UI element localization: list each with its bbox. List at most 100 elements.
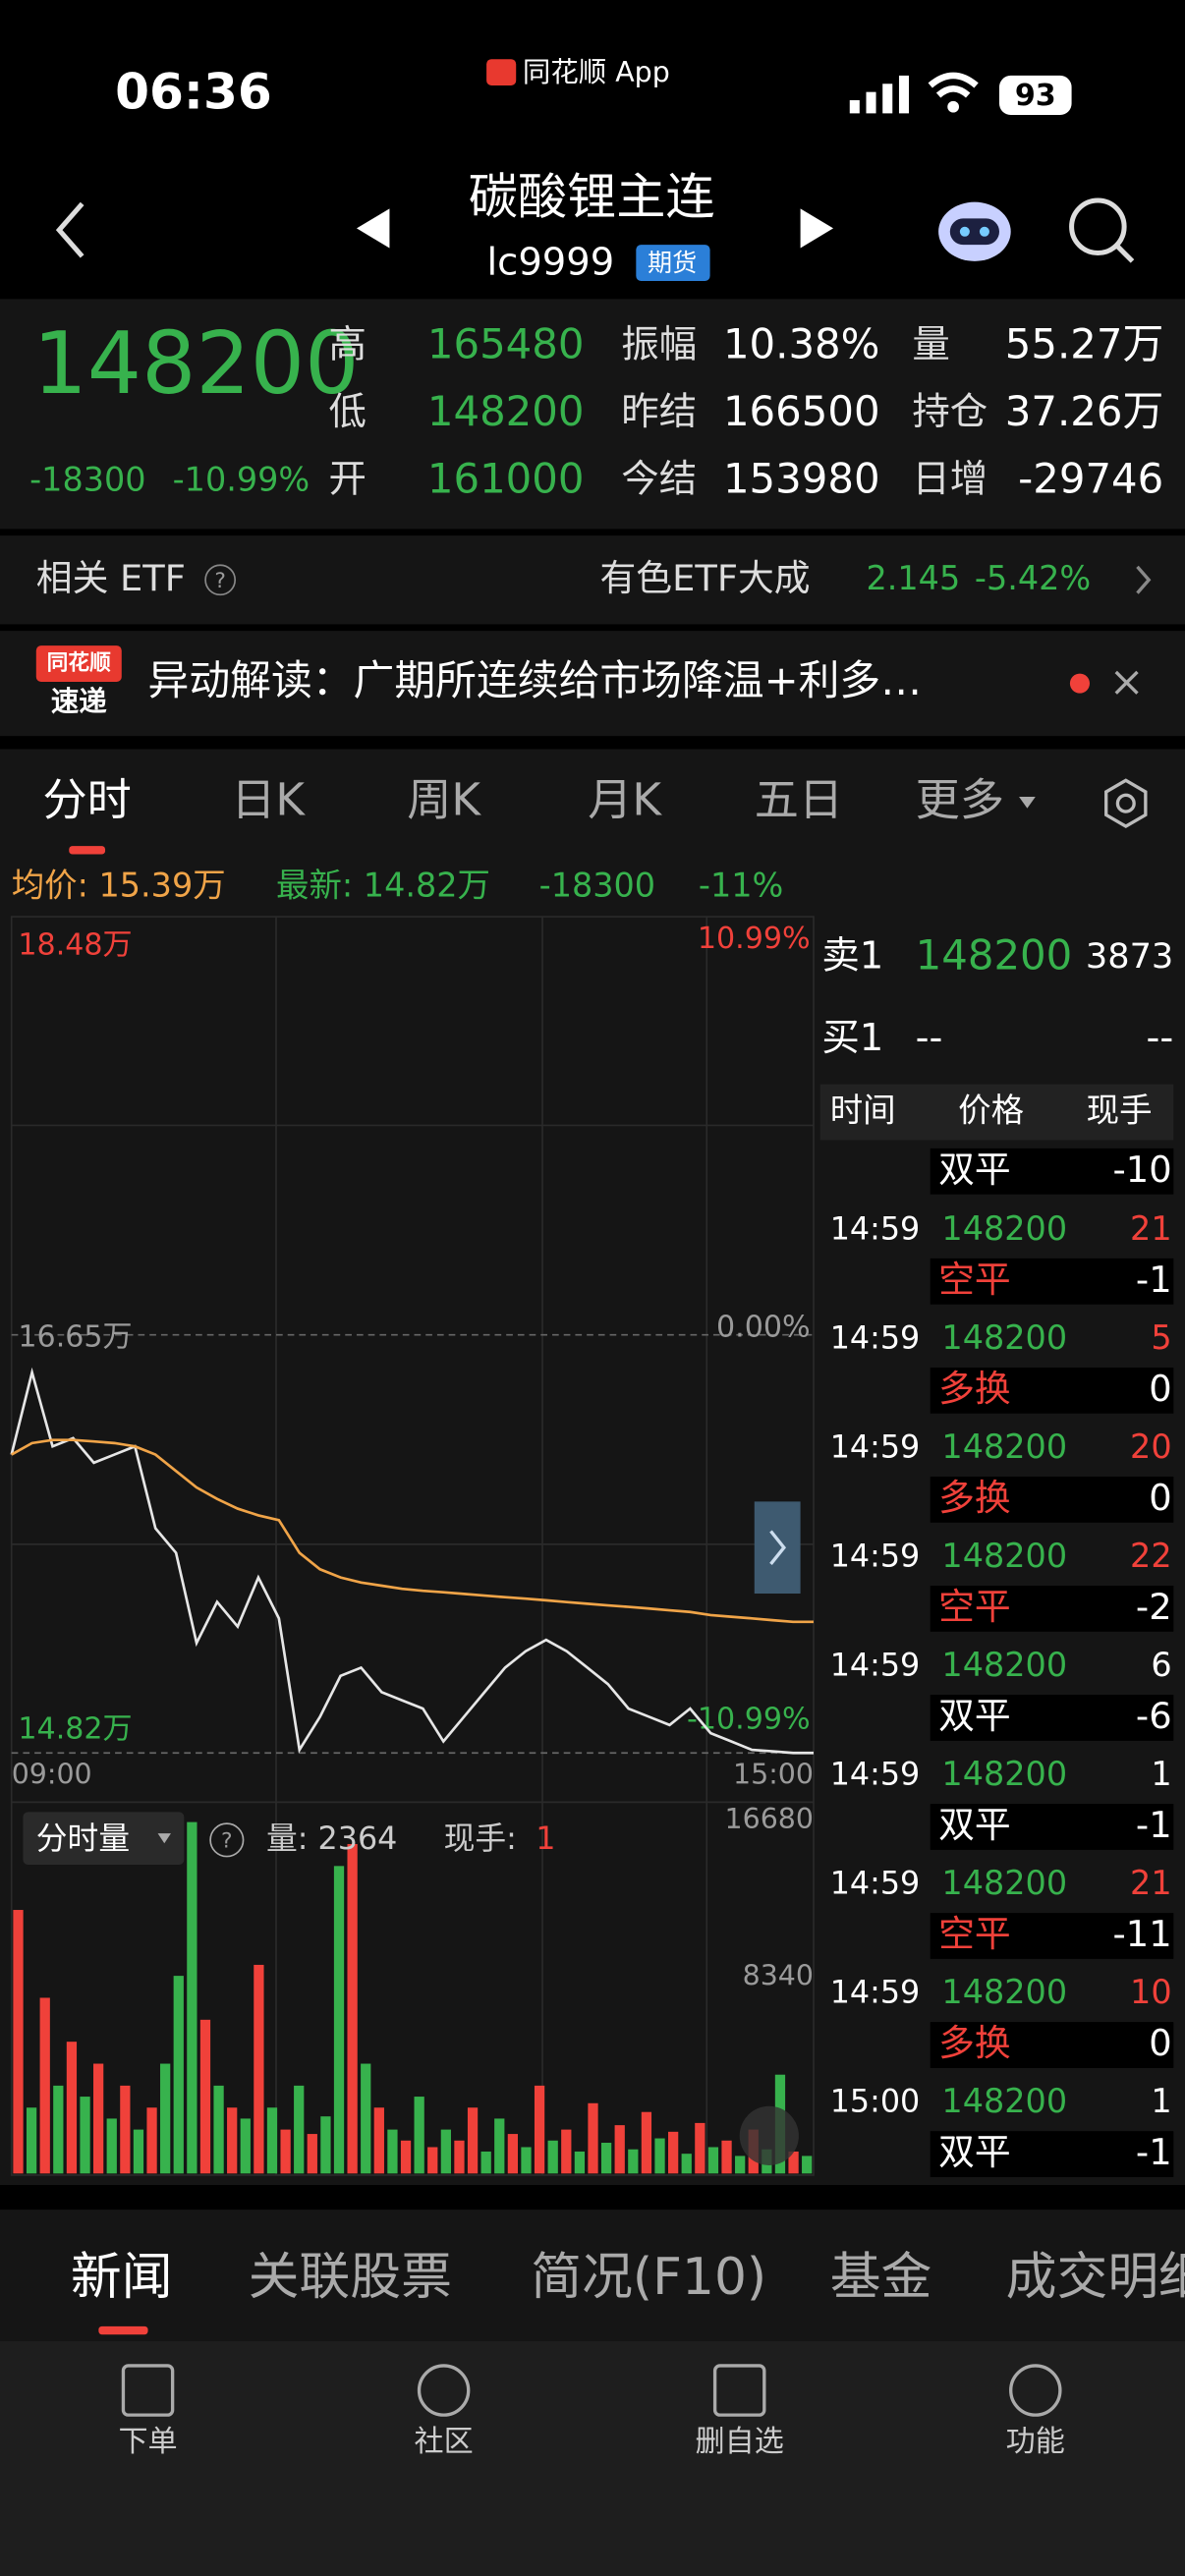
volume-bar [294, 2085, 305, 2174]
tool-label[interactable]: 社区 [415, 2425, 474, 2459]
fullscreen[interactable] [739, 2105, 799, 2165]
tool-icon [1009, 2364, 1062, 2417]
news-icon [35, 645, 122, 682]
tab-caret [1019, 797, 1036, 809]
trade-type: 多换 [938, 1477, 1011, 1519]
tab[interactable]: 分时 [42, 774, 131, 826]
volume-bar [307, 2134, 317, 2174]
etf-name: 有色ETF大成 [600, 557, 811, 599]
bottom-tab[interactable]: 新闻 [71, 2248, 173, 2307]
caret [157, 1833, 171, 1844]
volume-bar [187, 1821, 198, 2174]
selector-bg[interactable] [23, 1812, 185, 1865]
type-bg [930, 1367, 1174, 1414]
battery [998, 75, 1072, 116]
volume-bar [26, 2107, 37, 2174]
next[interactable] [800, 208, 834, 249]
volume-bar [333, 1866, 345, 2174]
expand[interactable] [754, 1501, 801, 1595]
code: lc9999 [486, 241, 614, 285]
news-indicator [98, 2325, 148, 2335]
tab[interactable]: 月K [588, 774, 662, 826]
prev[interactable] [356, 208, 390, 249]
trade-type: 双平 [938, 1804, 1011, 1846]
trade-type-qty: 0 [1149, 1368, 1171, 1410]
price-chart: 18.48万 16.65万 14.82万 10.99% 0.00% -10.99% 1668… [10, 916, 815, 2176]
tool-label[interactable]: 删自选 [696, 2425, 784, 2459]
volume-bar [588, 2102, 598, 2174]
volume-bar [440, 2129, 451, 2174]
field-label: 日增 [912, 457, 988, 501]
trade-price: 148200 [941, 1209, 1067, 1248]
price-line [10, 1367, 814, 1755]
info-pct: -11% [699, 866, 783, 904]
bottom-tab[interactable]: 成交明细 [1006, 2248, 1185, 2307]
help[interactable] [204, 564, 237, 596]
trade-price: 148200 [941, 1973, 1067, 2011]
vol-help[interactable] [209, 1822, 245, 1858]
trade-price: 148200 [941, 1864, 1067, 1902]
buy-qty: -- [1147, 1016, 1174, 1060]
trade-price: 148200 [941, 1646, 1067, 1684]
field-label: 振幅 [621, 322, 697, 366]
trade-time: 14:59 [830, 1867, 921, 1902]
tab[interactable]: 周K [407, 774, 481, 826]
volume-bar [173, 1976, 184, 2174]
close[interactable] [1114, 670, 1139, 695]
avg: 均价: 15.39万 [12, 866, 226, 904]
trade-type: 多换 [938, 1368, 1011, 1410]
toolbar [0, 2340, 1185, 2576]
field-label: 低 [329, 390, 367, 434]
etf-panel[interactable] [0, 535, 1185, 625]
trade-type-qty: -1 [1136, 2131, 1172, 2173]
bottom-tab[interactable]: 基金 [830, 2248, 932, 2307]
bottom-tab[interactable]: 简况(F10) [531, 2248, 766, 2307]
tab[interactable]: 更多 [916, 774, 1004, 826]
volume-bar [106, 2118, 117, 2174]
tab-indicator [69, 846, 106, 855]
trade-type: 双平 [938, 1695, 1011, 1737]
tool-icon [417, 2364, 471, 2417]
news-panel[interactable] [0, 631, 1185, 737]
assistant[interactable] [938, 201, 1011, 261]
volume-bar [494, 2118, 505, 2174]
y-tick-label: 16.65万 [18, 1320, 132, 1355]
trade-qty: 1 [1151, 1755, 1171, 1793]
trade-time: 14:59 [830, 1976, 921, 2011]
bottom-tabs [0, 2210, 1185, 2341]
sell-qty: 3873 [1086, 936, 1173, 977]
settings[interactable] [1104, 778, 1148, 829]
sell-label: 卖1 [821, 933, 883, 978]
news-text[interactable]: 异动解读：广期所连续给市场降温+利多… [148, 656, 922, 704]
field-label: 开 [329, 457, 367, 501]
volume-bar [480, 2151, 491, 2174]
bottom-tab[interactable]: 关联股票 [249, 2248, 452, 2307]
expand-arrow [769, 1530, 787, 1565]
trade-qty: 1 [1151, 2082, 1171, 2120]
field-value: 10.38% [723, 319, 879, 367]
trade-qty: 6 [1151, 1646, 1171, 1684]
chevron [1136, 565, 1152, 594]
tool-label[interactable]: 功能 [1006, 2425, 1065, 2459]
signal [849, 75, 909, 114]
tab[interactable]: 五日 [755, 774, 843, 826]
trade-qty: 21 [1130, 1864, 1172, 1902]
book-header: 价格 [958, 1092, 1024, 1130]
tab[interactable]: 日K [231, 774, 306, 826]
tool-label[interactable]: 下单 [118, 2425, 177, 2459]
trade-qty: 22 [1130, 1537, 1172, 1575]
volume-bar [427, 2147, 438, 2174]
x-label: 09:00 [12, 1759, 92, 1791]
search[interactable] [1069, 197, 1135, 263]
field-label: 昨结 [621, 390, 697, 434]
volume-bar [227, 2107, 238, 2174]
y2-tick-label: -10.99% [687, 1702, 811, 1736]
volume-bar [802, 2156, 813, 2174]
trade-qty: 20 [1130, 1428, 1172, 1466]
back[interactable] [55, 201, 85, 258]
volume-bar [387, 2129, 398, 2174]
help-mark: ? [214, 569, 226, 593]
volume-bar [266, 2107, 278, 2174]
volume-bar [654, 2138, 665, 2174]
